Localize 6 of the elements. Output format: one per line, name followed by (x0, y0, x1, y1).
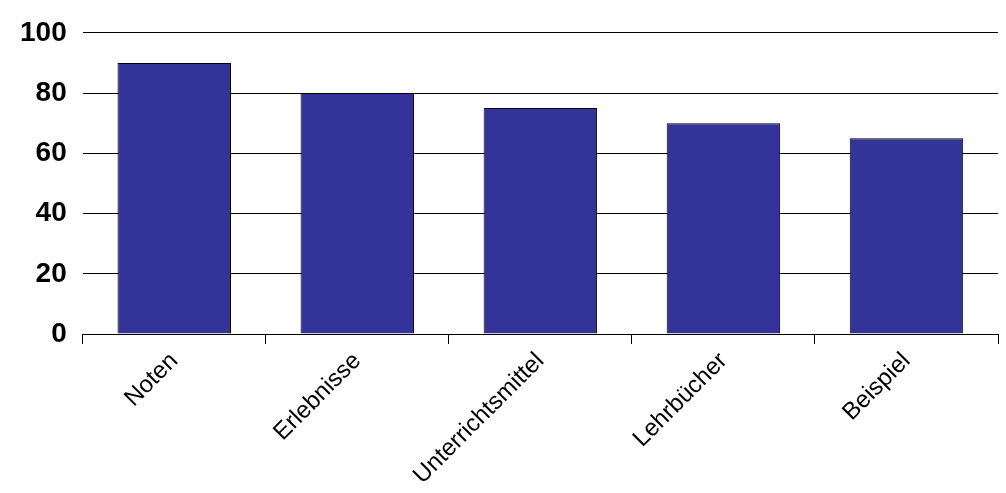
y-tick-label: 40 (35, 196, 67, 228)
y-tick-label: 60 (35, 136, 67, 168)
y-tick-label: 20 (35, 256, 67, 288)
y-tick-label: 100 (20, 15, 67, 47)
y-tick-label: 0 (51, 316, 67, 348)
y-tick-label: 80 (35, 75, 67, 107)
